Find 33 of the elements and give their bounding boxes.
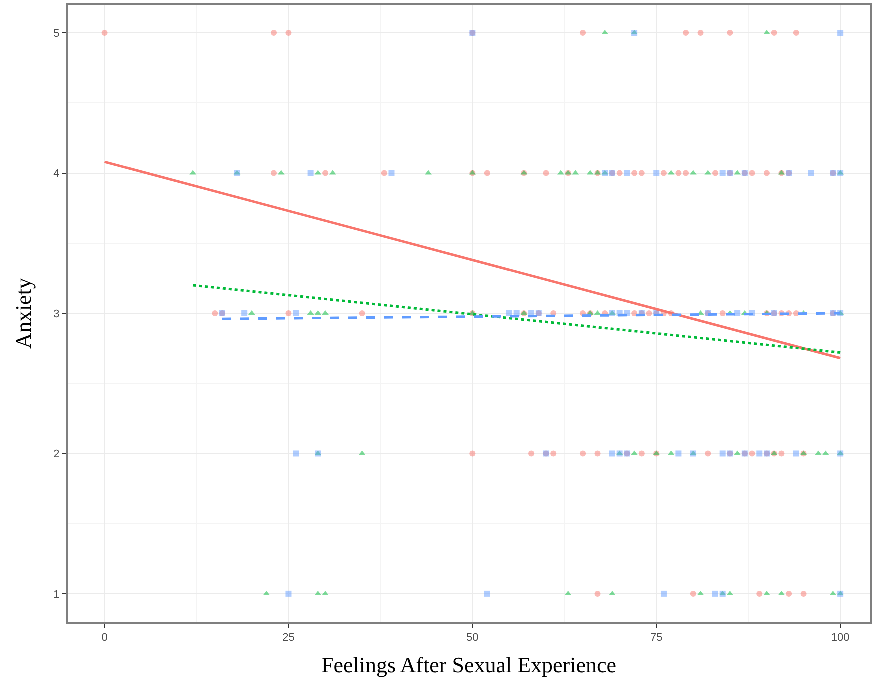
x-tick-label: 0	[102, 632, 108, 644]
y-axis-title: Anxiety	[10, 278, 36, 349]
point	[609, 450, 616, 457]
point	[720, 170, 726, 176]
point	[712, 590, 718, 597]
point	[734, 310, 741, 316]
x-tick-label: 75	[650, 632, 663, 644]
point	[286, 590, 292, 597]
point	[793, 450, 800, 457]
x-axis-title: Feelings After Sexual Experience	[321, 652, 617, 678]
point	[242, 310, 248, 316]
point	[838, 30, 844, 36]
point	[660, 590, 667, 597]
point	[388, 170, 395, 176]
y-tick-label: 5	[54, 28, 60, 40]
point	[654, 170, 660, 176]
point	[293, 450, 300, 457]
point	[676, 450, 682, 457]
point	[506, 310, 512, 316]
point	[808, 170, 814, 176]
y-tick-label: 4	[54, 168, 60, 180]
point	[624, 170, 630, 176]
point	[293, 310, 300, 316]
x-tick-label: 50	[466, 632, 479, 644]
point	[484, 590, 490, 597]
x-tick-label: 25	[282, 632, 295, 644]
y-tick-label: 3	[54, 308, 60, 320]
y-tick-label: 2	[54, 448, 60, 461]
x-tick-label: 100	[831, 632, 850, 644]
point	[720, 450, 726, 457]
y-tick-label: 1	[54, 588, 60, 601]
point	[756, 450, 763, 457]
point	[308, 170, 314, 176]
